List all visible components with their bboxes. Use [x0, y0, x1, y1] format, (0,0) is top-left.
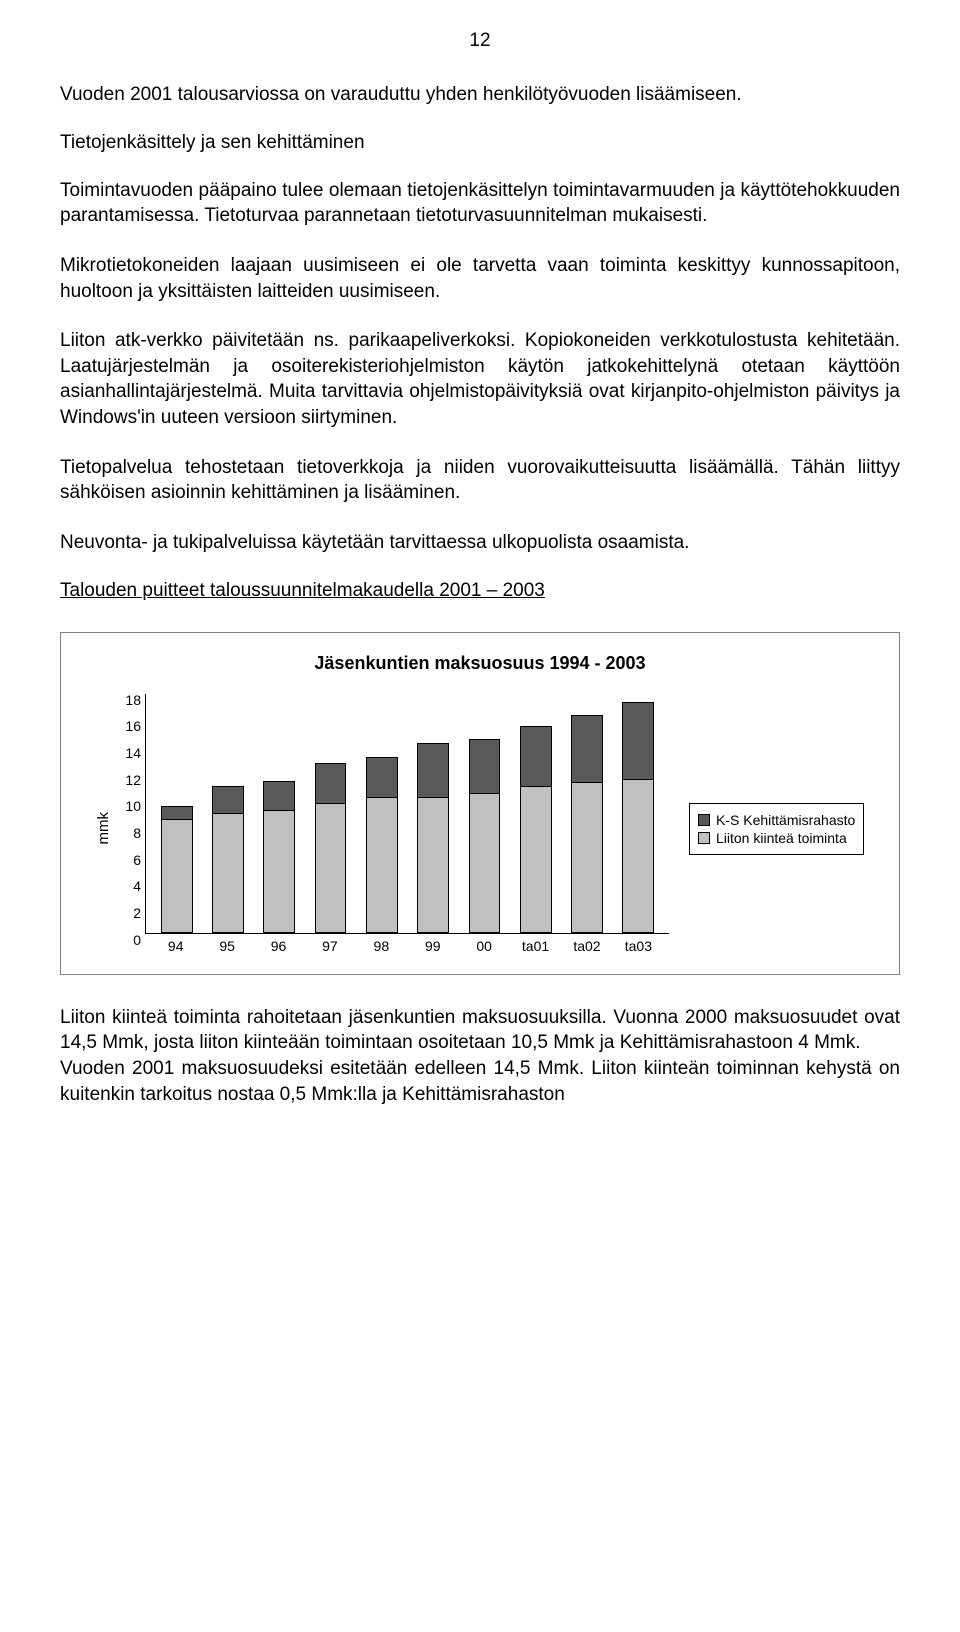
bar-segment-a [622, 702, 654, 779]
bar-segment-a [263, 781, 295, 810]
bar-segment-b [417, 797, 449, 933]
bar-segment-b [469, 793, 501, 933]
bar-column [205, 694, 250, 933]
paragraph-7b: Vuoden 2001 maksuosuudeksi esitetään ede… [60, 1056, 900, 1107]
bar-segment-a [520, 726, 552, 786]
chart-container: Jäsenkuntien maksuosuus 1994 - 2003 mmk … [60, 632, 900, 975]
x-tick: 95 [204, 938, 249, 954]
bar-stack [520, 726, 552, 933]
section-header-it: Tietojenkäsittely ja sen kehittäminen [60, 132, 900, 154]
bar-column [154, 694, 199, 933]
legend-box: K-S Kehittämisrahasto Liiton kiinteä toi… [689, 803, 864, 855]
x-tick: ta01 [513, 938, 558, 954]
chart-legend: K-S Kehittämisrahasto Liiton kiinteä toi… [669, 694, 869, 964]
x-tick: 97 [307, 938, 352, 954]
bar-segment-a [212, 786, 244, 813]
x-tick: 98 [359, 938, 404, 954]
bar-column [616, 694, 661, 933]
bar-stack [417, 743, 449, 932]
bar-segment-b [161, 819, 193, 932]
bar-stack [622, 702, 654, 933]
bar-column [564, 694, 609, 933]
bar-stack [315, 763, 347, 932]
bar-stack [161, 806, 193, 933]
x-tick: 94 [153, 938, 198, 954]
legend-label-a: K-S Kehittämisrahasto [716, 812, 855, 828]
bar-segment-b [520, 786, 552, 933]
paragraph-1: Vuoden 2001 talousarviossa on varauduttu… [60, 82, 900, 108]
bar-stack [263, 781, 295, 933]
bar-segment-a [315, 763, 347, 803]
paragraph-7a: Liiton kiinteä toiminta rahoitetaan jäse… [60, 1005, 900, 1056]
bar-segment-b [315, 803, 347, 932]
page-number: 12 [60, 30, 900, 52]
x-axis-ticks: 94 95 96 97 98 99 00 ta01 ta02 ta03 [145, 934, 669, 954]
paragraph-5: Tietopalvelua tehostetaan tietoverkkoja … [60, 455, 900, 506]
bar-stack [571, 715, 603, 932]
x-tick: 96 [256, 938, 301, 954]
bar-column [410, 694, 455, 933]
bar-segment-a [571, 715, 603, 782]
plot-area: 94 95 96 97 98 99 00 ta01 ta02 ta03 [145, 694, 669, 964]
paragraph-3: Mikrotietokoneiden laajaan uusimiseen ei… [60, 253, 900, 304]
bar-column [513, 694, 558, 933]
y-axis-label: mmk [91, 694, 115, 964]
bar-column [462, 694, 507, 933]
paragraph-6: Neuvonta- ja tukipalveluissa käytetään t… [60, 530, 900, 556]
bar-segment-b [366, 797, 398, 933]
bar-segment-a [161, 806, 193, 819]
bar-column [257, 694, 302, 933]
legend-swatch-a [698, 814, 710, 826]
chart-plot [145, 694, 669, 934]
legend-item-b: Liiton kiinteä toiminta [698, 830, 855, 846]
x-tick: 99 [410, 938, 455, 954]
bar-segment-b [571, 782, 603, 933]
bar-column [308, 694, 353, 933]
bar-segment-a [469, 739, 501, 792]
x-tick: 00 [461, 938, 506, 954]
bar-segment-a [417, 743, 449, 796]
x-tick: ta03 [616, 938, 661, 954]
bar-segment-b [212, 813, 244, 933]
paragraph-4: Liiton atk-verkko päivitetään ns. parika… [60, 328, 900, 431]
x-tick: ta02 [564, 938, 609, 954]
bar-stack [212, 786, 244, 933]
section-header-finance: Talouden puitteet taloussuunnitelmakaude… [60, 580, 900, 602]
legend-item-a: K-S Kehittämisrahasto [698, 812, 855, 828]
bar-stack [469, 739, 501, 932]
paragraph-2: Toimintavuoden pääpaino tulee olemaan ti… [60, 178, 900, 229]
bar-segment-a [366, 757, 398, 797]
y-axis-ticks: 181614121086420 [115, 694, 145, 964]
chart-title: Jäsenkuntien maksuosuus 1994 - 2003 [91, 653, 869, 674]
bar-segment-b [622, 779, 654, 932]
chart-area: mmk 181614121086420 94 95 96 97 98 99 00 ta01 ta… [91, 694, 869, 964]
bar-column [359, 694, 404, 933]
legend-label-b: Liiton kiinteä toiminta [716, 830, 847, 846]
bar-stack [366, 757, 398, 933]
bar-segment-b [263, 810, 295, 933]
legend-swatch-b [698, 832, 710, 844]
